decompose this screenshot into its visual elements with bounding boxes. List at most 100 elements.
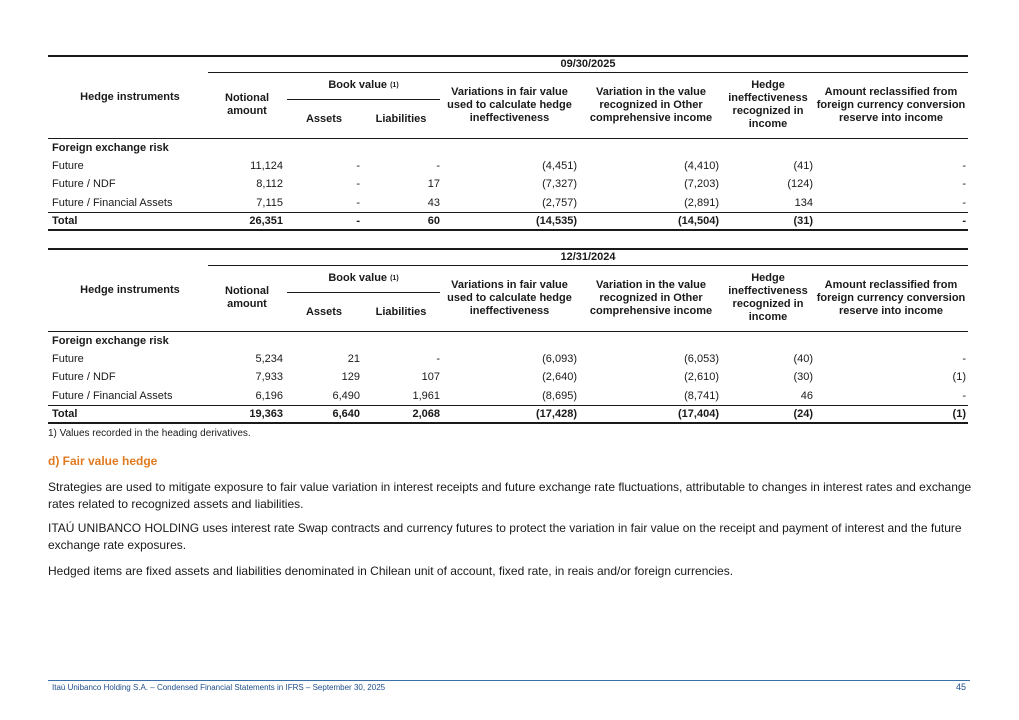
cell-value: - bbox=[356, 178, 360, 190]
cell-value: - bbox=[962, 214, 966, 227]
row-label: Future bbox=[52, 159, 84, 172]
group-label: Foreign exchange risk bbox=[52, 334, 169, 347]
cell-value: (8,695) bbox=[542, 389, 577, 402]
column-header: Notional amount bbox=[225, 285, 269, 310]
cell-value: (6,053) bbox=[684, 352, 719, 365]
column-header: Hedge instruments bbox=[80, 283, 180, 296]
cell-value: (2,757) bbox=[542, 196, 577, 209]
column-header: Assets bbox=[305, 112, 343, 125]
cell-value: - bbox=[962, 196, 966, 209]
cell-value: (30) bbox=[793, 371, 813, 383]
cell-value: 26,351 bbox=[249, 214, 283, 227]
cell-value: (7,327) bbox=[542, 178, 577, 190]
paragraph: Strategies are used to mitigate exposure… bbox=[48, 480, 972, 511]
footnote-ref: (1) bbox=[390, 81, 399, 89]
column-header: Book value (1) bbox=[328, 271, 399, 284]
cell-value: 6,640 bbox=[332, 407, 360, 420]
cell-value: 6,196 bbox=[255, 389, 283, 402]
cell-value: 7,933 bbox=[255, 371, 283, 383]
rule bbox=[48, 229, 968, 231]
cell-value: 129 bbox=[341, 371, 360, 383]
column-header: Liabilities bbox=[375, 112, 427, 125]
footnote: 1) Values recorded in the heading deriva… bbox=[48, 427, 251, 439]
column-header: Book value (1) bbox=[328, 78, 399, 91]
cell-value: - bbox=[962, 389, 966, 402]
row-label: Future / NDF bbox=[52, 371, 116, 383]
cell-value: - bbox=[356, 159, 360, 172]
rule bbox=[208, 72, 968, 73]
cell-value: (1) bbox=[952, 407, 966, 420]
column-header: Hedge ineffectiveness recognized in inco… bbox=[728, 272, 808, 323]
rule bbox=[48, 138, 968, 139]
rule bbox=[48, 248, 968, 250]
cell-value: (17,428) bbox=[536, 407, 577, 420]
cell-value: 46 bbox=[800, 389, 813, 402]
cell-value: (31) bbox=[793, 214, 813, 227]
rule bbox=[48, 422, 968, 424]
cell-value: 134 bbox=[794, 196, 813, 209]
paragraph: Hedged items are fixed assets and liabil… bbox=[48, 564, 734, 578]
page-number: 45 bbox=[955, 681, 966, 692]
footnote-ref: (1) bbox=[390, 274, 399, 282]
column-header: Variations in fair value used to calcula… bbox=[447, 278, 572, 317]
cell-value: (1) bbox=[952, 371, 966, 383]
cell-value: (2,610) bbox=[684, 371, 719, 383]
cell-value: 6,490 bbox=[332, 389, 360, 402]
footer-rule bbox=[48, 680, 970, 681]
cell-value: - bbox=[962, 352, 966, 365]
column-header: Amount reclassified from foreign currenc… bbox=[816, 278, 966, 317]
cell-value: 5,234 bbox=[255, 352, 283, 365]
column-header: Hedge ineffectiveness recognized in inco… bbox=[728, 79, 808, 130]
row-label: Total bbox=[52, 214, 78, 227]
cell-value: 19,363 bbox=[249, 407, 283, 420]
cell-value: (24) bbox=[793, 407, 813, 420]
cell-value: (40) bbox=[793, 352, 813, 365]
cell-value: 107 bbox=[421, 371, 440, 383]
rule bbox=[48, 212, 968, 213]
column-header: Liabilities bbox=[375, 305, 427, 318]
rule bbox=[48, 405, 968, 406]
cell-value: (8,741) bbox=[684, 389, 719, 402]
row-label: Future / NDF bbox=[52, 178, 116, 190]
column-header: Amount reclassified from foreign currenc… bbox=[816, 85, 966, 124]
cell-value: (7,203) bbox=[684, 178, 719, 190]
footer-text: Itaú Unibanco Holding S.A. – Condensed F… bbox=[52, 682, 386, 692]
rule bbox=[48, 331, 968, 332]
cell-value: (4,410) bbox=[684, 159, 719, 172]
cell-value: 11,124 bbox=[250, 159, 283, 172]
cell-value: (4,451) bbox=[542, 159, 577, 172]
paragraph: ITAÚ UNIBANCO HOLDING uses interest rate… bbox=[48, 521, 962, 552]
cell-value: 1,961 bbox=[412, 389, 440, 402]
cell-value: (41) bbox=[793, 159, 813, 172]
column-header: Assets bbox=[305, 305, 343, 318]
row-label: Future / Financial Assets bbox=[52, 389, 173, 402]
cell-value: (14,504) bbox=[678, 214, 719, 227]
cell-value: - bbox=[962, 178, 966, 190]
row-label: Future / Financial Assets bbox=[52, 196, 173, 209]
cell-value: 17 bbox=[427, 178, 440, 190]
row-label: Total bbox=[52, 407, 78, 420]
column-header: Variations in fair value used to calcula… bbox=[447, 85, 572, 124]
cell-value: 2,068 bbox=[412, 407, 440, 420]
cell-value: (2,891) bbox=[684, 196, 719, 209]
column-header: Variation in the value recognized in Oth… bbox=[589, 85, 713, 124]
rule bbox=[48, 55, 968, 57]
cell-value: (2,640) bbox=[542, 371, 577, 383]
cell-value: 21 bbox=[347, 352, 360, 365]
column-header: Hedge instruments bbox=[80, 90, 180, 103]
column-header: Variation in the value recognized in Oth… bbox=[589, 278, 713, 317]
cell-value: 7,115 bbox=[256, 196, 283, 209]
period-header: 12/31/2024 bbox=[560, 250, 616, 263]
cell-value: - bbox=[436, 159, 440, 172]
row-label: Future bbox=[52, 352, 84, 365]
cell-value: (124) bbox=[787, 178, 813, 190]
cell-value: - bbox=[962, 159, 966, 172]
cell-value: (14,535) bbox=[536, 214, 577, 227]
cell-value: (6,093) bbox=[542, 352, 577, 365]
cell-value: 43 bbox=[427, 196, 440, 209]
cell-value: 60 bbox=[427, 214, 440, 227]
section-heading: d) Fair value hedge bbox=[48, 454, 158, 468]
cell-value: - bbox=[436, 352, 440, 365]
column-header: Notional amount bbox=[225, 92, 269, 117]
